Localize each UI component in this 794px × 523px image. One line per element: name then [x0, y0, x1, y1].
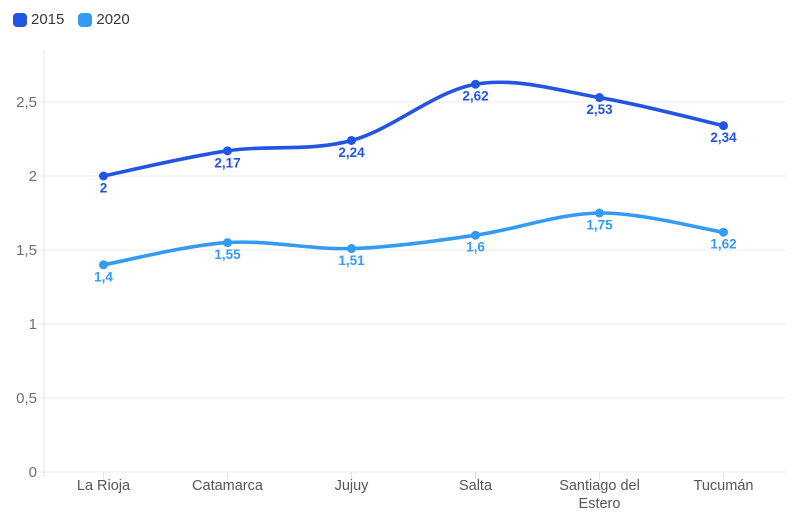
legend-label: 2020 — [96, 11, 130, 28]
data-label: 2 — [100, 181, 108, 196]
data-label: 2,53 — [586, 102, 613, 117]
y-tick-label: 0,5 — [16, 390, 37, 407]
data-point-2020-3[interactable] — [471, 230, 480, 240]
series-line-2015 — [101, 80, 726, 178]
legend-item-2015[interactable]: 2015 — [13, 12, 64, 27]
data-label: 2,24 — [338, 145, 365, 160]
legend-item-2020[interactable]: 2020 — [78, 11, 130, 28]
data-label: 1,55 — [214, 247, 241, 262]
y-tick-label: 2 — [29, 168, 37, 185]
data-point-2015-5[interactable] — [719, 121, 728, 131]
data-point-2020-2[interactable] — [347, 244, 356, 254]
x-tick-label: Jujuy — [335, 478, 370, 494]
data-point-2020-0[interactable] — [99, 260, 108, 270]
data-point-2015-2[interactable] — [347, 135, 356, 145]
data-point-2020-1[interactable] — [223, 238, 232, 248]
data-point-2020-4[interactable] — [595, 208, 604, 218]
data-point-2015-3[interactable] — [471, 79, 480, 89]
data-label: 1,62 — [710, 237, 736, 252]
y-tick-label: 0 — [29, 464, 37, 481]
y-tick-label: 2,5 — [16, 94, 37, 111]
x-tick-label: Santiago del — [559, 478, 640, 494]
data-label: 1,6 — [466, 240, 485, 255]
y-tick-label: 1 — [29, 316, 37, 333]
data-point-2015-4[interactable] — [595, 93, 604, 103]
chart-legend: 2015 2020 — [13, 12, 130, 27]
series-line-2020 — [101, 211, 726, 267]
data-label: 1,75 — [586, 218, 613, 233]
data-label: 1,51 — [338, 253, 365, 268]
data-label: 2,34 — [710, 130, 737, 145]
data-point-2015-1[interactable] — [223, 146, 232, 156]
x-tick-label: Salta — [459, 478, 493, 494]
x-tick-label: Catamarca — [192, 478, 264, 494]
legend-label: 2015 — [31, 11, 65, 28]
data-point-2015-0[interactable] — [99, 171, 108, 181]
x-tick-label: La Rioja — [77, 478, 131, 494]
data-label: 1,4 — [94, 269, 113, 284]
data-point-2020-5[interactable] — [719, 227, 728, 237]
legend-swatch-2015 — [13, 12, 27, 27]
data-label: 2,62 — [462, 89, 488, 104]
y-tick-label: 1,5 — [16, 242, 37, 259]
x-tick-label: Tucumán — [694, 478, 754, 494]
legend-swatch-2020 — [78, 12, 93, 27]
data-label: 2,17 — [214, 155, 240, 170]
x-tick-label: Estero — [579, 496, 621, 512]
